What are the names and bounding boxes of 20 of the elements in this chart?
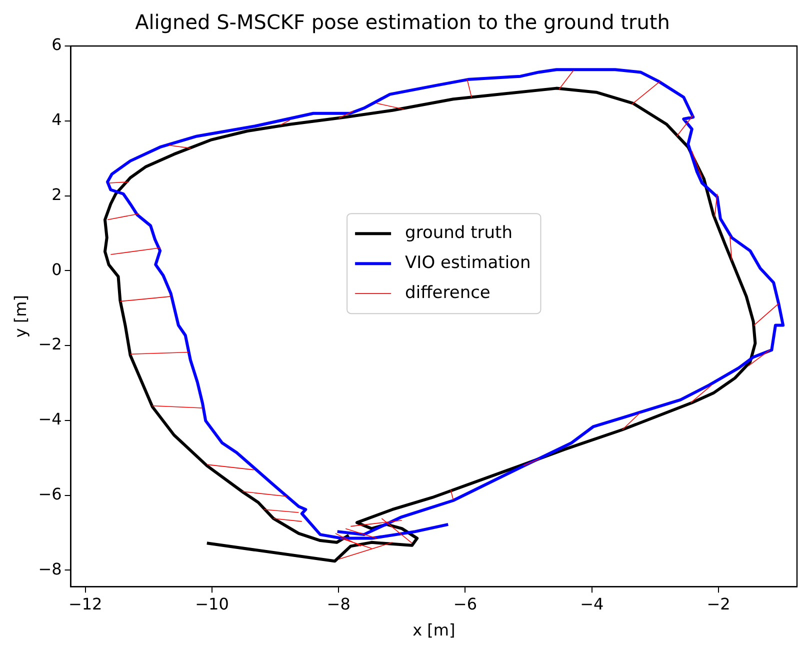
x-tick-label: −2 bbox=[706, 594, 730, 614]
y-tick-label: 2 bbox=[52, 184, 62, 204]
y-tick-label: −8 bbox=[38, 559, 62, 578]
x-tick-label: −10 bbox=[195, 594, 229, 614]
chart-title: Aligned S-MSCKF pose estimation to the ground truth bbox=[135, 10, 670, 34]
y-tick-label: −4 bbox=[38, 410, 62, 429]
legend-label: ground truth bbox=[405, 223, 512, 244]
y-tick-label: −6 bbox=[38, 484, 62, 504]
legend-label: difference bbox=[405, 283, 490, 304]
y-tick-label: 6 bbox=[52, 35, 62, 54]
x-tick-label: −6 bbox=[453, 594, 478, 614]
y-tick-label: −2 bbox=[38, 334, 62, 354]
y-tick-label: 0 bbox=[52, 260, 62, 279]
x-tick-label: −12 bbox=[68, 594, 102, 614]
y-tick-label: 4 bbox=[52, 110, 62, 130]
y-axis-title: y [m] bbox=[10, 294, 30, 338]
x-axis-title: x [m] bbox=[412, 620, 456, 640]
x-tick-label: −8 bbox=[326, 594, 350, 614]
legend-label: VIO estimation bbox=[405, 253, 531, 274]
x-tick-label: −4 bbox=[580, 594, 604, 614]
